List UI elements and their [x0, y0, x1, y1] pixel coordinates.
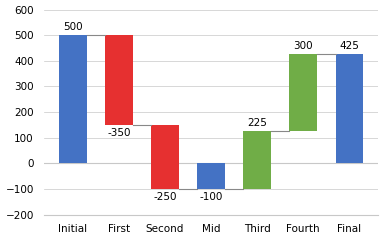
Bar — [290, 54, 317, 131]
Text: -250: -250 — [153, 192, 177, 202]
Bar — [59, 35, 86, 163]
Text: 300: 300 — [293, 41, 313, 51]
Bar — [336, 54, 363, 163]
Text: -100: -100 — [199, 192, 223, 202]
Text: -350: -350 — [107, 128, 131, 138]
Text: 425: 425 — [339, 41, 359, 51]
Bar — [197, 163, 225, 189]
Bar — [105, 35, 132, 125]
Text: 500: 500 — [63, 22, 83, 32]
Bar — [151, 125, 179, 189]
Text: 225: 225 — [247, 118, 267, 128]
Bar — [243, 131, 271, 189]
